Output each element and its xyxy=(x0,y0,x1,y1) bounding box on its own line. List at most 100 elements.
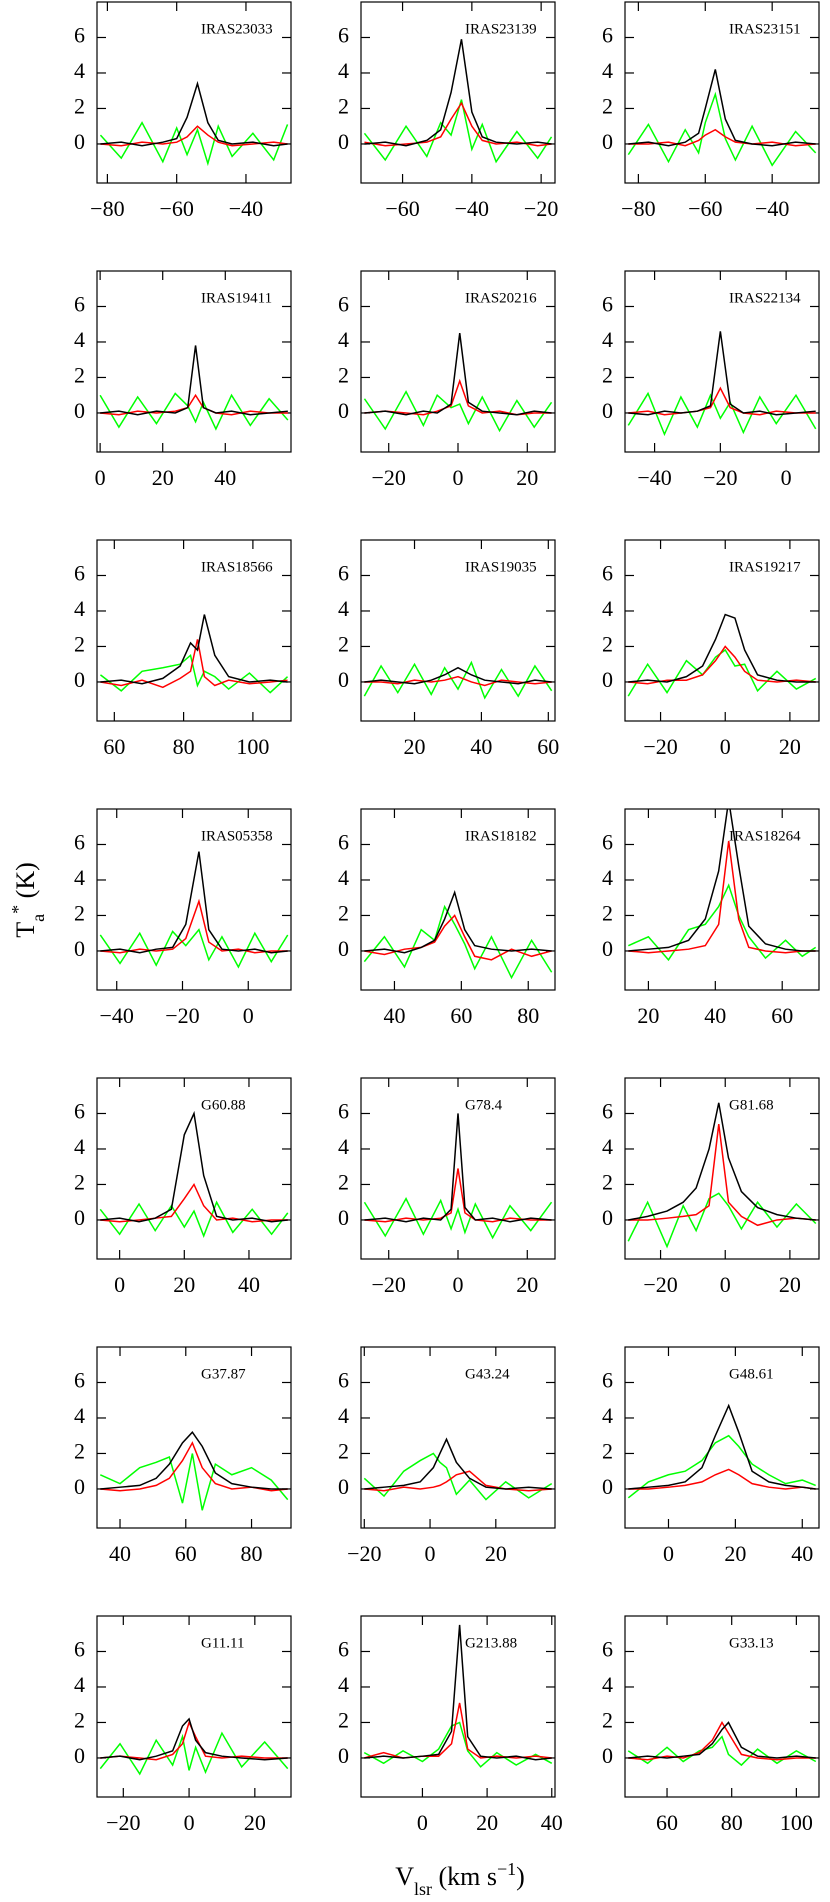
y-tick-label: 4 xyxy=(338,596,349,621)
y-tick-label: 2 xyxy=(338,1170,349,1195)
spectrum-line xyxy=(628,809,816,952)
plot-frame xyxy=(624,539,820,722)
x-tick-label: 20 xyxy=(516,1272,538,1297)
x-tick-label: 0 xyxy=(781,465,792,490)
plot-frame xyxy=(624,1,820,184)
plot-frame xyxy=(360,539,556,722)
y-tick-label: 6 xyxy=(338,830,349,855)
x-tick-label: −20 xyxy=(643,734,677,759)
y-tick-label: 4 xyxy=(602,596,613,621)
y-tick-label: 4 xyxy=(602,1403,613,1428)
panel-title: G78.4 xyxy=(465,1097,503,1113)
y-tick-label: 0 xyxy=(602,398,613,423)
y-tick-label: 6 xyxy=(602,23,613,48)
y-tick-label: 4 xyxy=(338,1403,349,1428)
y-tick-label: 2 xyxy=(74,94,85,119)
x-tick-label: 20 xyxy=(779,1272,801,1297)
plot-frame xyxy=(360,1346,556,1529)
panel-title: IRAS18566 xyxy=(201,559,273,575)
spectrum-line xyxy=(628,1403,816,1490)
panel-title: G48.61 xyxy=(729,1366,774,1382)
spectrum-line xyxy=(100,653,289,694)
spectrum-line xyxy=(99,928,289,969)
x-tick-label: 60 xyxy=(656,1810,678,1835)
panel-title: IRAS22134 xyxy=(729,290,801,306)
panel-title: G33.13 xyxy=(729,1635,774,1651)
plot-frame xyxy=(96,1615,292,1798)
x-tick-label: −40 xyxy=(100,1003,134,1028)
x-tick-label: 20 xyxy=(779,734,801,759)
plot-frame xyxy=(624,1077,820,1260)
plot-frame xyxy=(96,1346,292,1529)
spectrum-line xyxy=(100,1717,288,1761)
y-tick-label: 6 xyxy=(338,23,349,48)
x-tick-label: −80 xyxy=(621,196,655,221)
y-tick-label: 6 xyxy=(74,561,85,586)
spectrum-line xyxy=(627,648,817,697)
spectrum-line xyxy=(364,675,552,687)
spectrum-line xyxy=(628,840,816,954)
spectrum-line xyxy=(99,1453,289,1511)
x-tick-label: 20 xyxy=(637,1003,659,1028)
plot-frame xyxy=(624,1615,820,1798)
y-tick-label: 2 xyxy=(74,1439,85,1464)
x-tick-label: 0 xyxy=(184,1810,195,1835)
spectrum-line xyxy=(628,1720,816,1761)
plot-frame xyxy=(360,808,556,991)
x-tick-label: 60 xyxy=(175,1541,197,1566)
panel-title: G60.88 xyxy=(201,1097,246,1113)
spectrum-line xyxy=(364,1702,552,1759)
y-tick-label: 6 xyxy=(74,1099,85,1124)
y-tick-label: 6 xyxy=(338,561,349,586)
y-tick-label: 4 xyxy=(338,1134,349,1159)
spectrum-line xyxy=(628,645,816,685)
panel-title: IRAS19217 xyxy=(729,559,801,575)
x-tick-label: 20 xyxy=(244,1810,266,1835)
spectrum-line xyxy=(628,883,817,962)
y-tick-label: 2 xyxy=(602,1708,613,1733)
x-tick-label: 0 xyxy=(95,465,106,490)
y-tick-label: 6 xyxy=(338,292,349,317)
label-part: a xyxy=(28,914,48,922)
y-tick-label: 2 xyxy=(338,1708,349,1733)
spectrum-line xyxy=(628,69,816,147)
y-tick-label: 0 xyxy=(74,398,85,423)
spectrum-line xyxy=(363,99,553,164)
x-tick-label: 20 xyxy=(485,1541,507,1566)
spectrum-line xyxy=(100,639,288,689)
x-tick-label: 100 xyxy=(780,1810,813,1835)
y-tick-label: 0 xyxy=(338,936,349,961)
x-tick-label: 80 xyxy=(173,734,195,759)
y-tick-label: 2 xyxy=(74,632,85,657)
x-tick-label: 20 xyxy=(152,465,174,490)
spectrum-line xyxy=(99,1731,289,1776)
y-tick-label: 6 xyxy=(74,830,85,855)
spectrum-line xyxy=(363,660,553,700)
y-tick-label: 2 xyxy=(602,363,613,388)
spectrum-line xyxy=(364,1168,552,1223)
plot-frame xyxy=(624,808,820,991)
x-tick-label: 40 xyxy=(541,1810,563,1835)
x-tick-label: 0 xyxy=(663,1541,674,1566)
plot-frame xyxy=(360,1,556,184)
panel-title: IRAS18264 xyxy=(729,828,801,844)
y-tick-label: 0 xyxy=(74,667,85,692)
spectrum-line xyxy=(100,1430,288,1490)
x-tick-label: −60 xyxy=(159,196,193,221)
spectrum-line xyxy=(364,1113,552,1223)
spectrum-line xyxy=(100,614,288,685)
x-tick-label: −20 xyxy=(165,1003,199,1028)
x-tick-label: −40 xyxy=(755,196,789,221)
y-tick-label: 0 xyxy=(74,1743,85,1768)
plot-frame xyxy=(96,270,292,453)
x-tick-label: 40 xyxy=(383,1003,405,1028)
x-tick-label: 60 xyxy=(450,1003,472,1028)
spectrum-line xyxy=(627,1735,817,1767)
x-tick-label: −20 xyxy=(703,465,737,490)
spectrum-line xyxy=(100,125,288,147)
y-tick-label: 2 xyxy=(602,901,613,926)
plot-frame xyxy=(624,270,820,453)
x-tick-label: 20 xyxy=(476,1810,498,1835)
x-tick-label: 60 xyxy=(103,734,125,759)
spectrum-line xyxy=(363,1197,553,1240)
